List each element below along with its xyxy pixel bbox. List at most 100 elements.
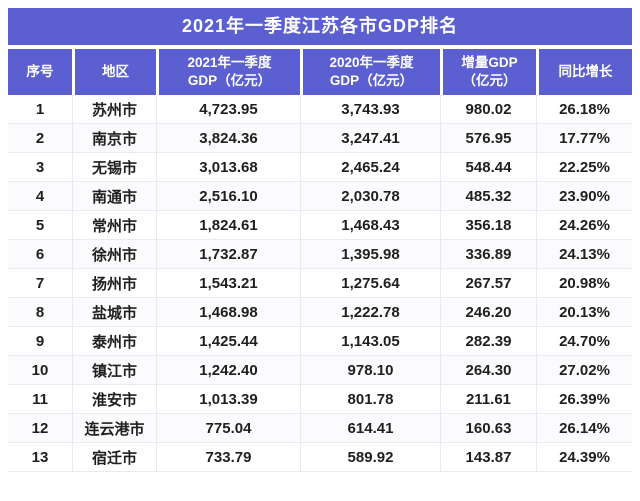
city-cell: 镇江市 [72,356,156,385]
growth-cell: 24.70% [536,327,632,356]
table-row: 9 泰州市 1,425.44 1,143.05 282.39 24.70% [8,327,632,356]
gdp-2020-cell: 1,468.43 [300,211,440,240]
gdp-2021-cell: 733.79 [156,443,300,472]
growth-cell: 26.14% [536,414,632,443]
rank-cell: 5 [8,211,72,240]
gdp-2020-cell: 614.41 [300,414,440,443]
growth-cell: 24.26% [536,211,632,240]
delta-gdp-cell: 264.30 [440,356,536,385]
gdp-2020-cell: 801.78 [300,385,440,414]
growth-cell: 24.13% [536,240,632,269]
rank-cell: 2 [8,124,72,153]
city-cell: 南通市 [72,182,156,211]
delta-gdp-cell: 485.32 [440,182,536,211]
col-header-gdp-2020: 2020年一季度 GDP（亿元） [300,49,440,95]
table-row: 13 宿迁市 733.79 589.92 143.87 24.39% [8,443,632,472]
city-cell: 苏州市 [72,95,156,124]
gdp-2021-cell: 1,425.44 [156,327,300,356]
delta-gdp-cell: 160.63 [440,414,536,443]
city-cell: 泰州市 [72,327,156,356]
gdp-2020-cell: 1,395.98 [300,240,440,269]
gdp-2020-cell: 1,275.64 [300,269,440,298]
city-cell: 南京市 [72,124,156,153]
delta-gdp-cell: 282.39 [440,327,536,356]
gdp-2021-cell: 1,468.98 [156,298,300,327]
gdp-2021-cell: 775.04 [156,414,300,443]
gdp-2021-cell: 4,723.95 [156,95,300,124]
delta-gdp-cell: 336.89 [440,240,536,269]
delta-gdp-cell: 576.95 [440,124,536,153]
table-row: 11 淮安市 1,013.39 801.78 211.61 26.39% [8,385,632,414]
col-header-gdp-2021: 2021年一季度 GDP（亿元） [156,49,300,95]
rank-cell: 3 [8,153,72,182]
page-title: 2021年一季度江苏各市GDP排名 [8,8,632,45]
gdp-2021-cell: 1,543.21 [156,269,300,298]
gdp-2021-cell: 2,516.10 [156,182,300,211]
rank-cell: 7 [8,269,72,298]
growth-cell: 22.25% [536,153,632,182]
table-row: 10 镇江市 1,242.40 978.10 264.30 27.02% [8,356,632,385]
rank-cell: 8 [8,298,72,327]
city-cell: 淮安市 [72,385,156,414]
gdp-table: 序号 地区 2021年一季度 GDP（亿元） 2020年一季度 GDP（亿元） … [8,49,632,472]
gdp-2020-cell: 589.92 [300,443,440,472]
rank-cell: 9 [8,327,72,356]
gdp-2020-cell: 3,743.93 [300,95,440,124]
table-row: 2 南京市 3,824.36 3,247.41 576.95 17.77% [8,124,632,153]
city-cell: 宿迁市 [72,443,156,472]
gdp-2021-cell: 1,732.87 [156,240,300,269]
city-cell: 徐州市 [72,240,156,269]
gdp-2020-cell: 2,030.78 [300,182,440,211]
rank-cell: 10 [8,356,72,385]
delta-gdp-cell: 548.44 [440,153,536,182]
delta-gdp-cell: 246.20 [440,298,536,327]
city-cell: 盐城市 [72,298,156,327]
city-cell: 扬州市 [72,269,156,298]
header-row: 序号 地区 2021年一季度 GDP（亿元） 2020年一季度 GDP（亿元） … [8,49,632,95]
gdp-2020-cell: 2,465.24 [300,153,440,182]
rank-cell: 13 [8,443,72,472]
city-cell: 连云港市 [72,414,156,443]
gdp-2021-cell: 3,013.68 [156,153,300,182]
col-header-delta-gdp: 增量GDP （亿元） [440,49,536,95]
table-row: 6 徐州市 1,732.87 1,395.98 336.89 24.13% [8,240,632,269]
table-row: 5 常州市 1,824.61 1,468.43 356.18 24.26% [8,211,632,240]
col-header-rank: 序号 [8,49,72,95]
rank-cell: 12 [8,414,72,443]
col-header-growth: 同比增长 [536,49,632,95]
delta-gdp-cell: 267.57 [440,269,536,298]
growth-cell: 26.18% [536,95,632,124]
gdp-2020-cell: 1,222.78 [300,298,440,327]
table-row: 7 扬州市 1,543.21 1,275.64 267.57 20.98% [8,269,632,298]
col-header-city: 地区 [72,49,156,95]
rank-cell: 4 [8,182,72,211]
rank-cell: 6 [8,240,72,269]
rank-cell: 1 [8,95,72,124]
gdp-2020-cell: 978.10 [300,356,440,385]
growth-cell: 20.13% [536,298,632,327]
growth-cell: 20.98% [536,269,632,298]
delta-gdp-cell: 980.02 [440,95,536,124]
gdp-2021-cell: 1,824.61 [156,211,300,240]
table-body: 1 苏州市 4,723.95 3,743.93 980.02 26.18% 2 … [8,95,632,472]
growth-cell: 24.39% [536,443,632,472]
delta-gdp-cell: 143.87 [440,443,536,472]
growth-cell: 27.02% [536,356,632,385]
gdp-2021-cell: 1,013.39 [156,385,300,414]
growth-cell: 23.90% [536,182,632,211]
table-row: 8 盐城市 1,468.98 1,222.78 246.20 20.13% [8,298,632,327]
gdp-2020-cell: 1,143.05 [300,327,440,356]
growth-cell: 17.77% [536,124,632,153]
delta-gdp-cell: 356.18 [440,211,536,240]
gdp-2021-cell: 3,824.36 [156,124,300,153]
growth-cell: 26.39% [536,385,632,414]
table-header: 序号 地区 2021年一季度 GDP（亿元） 2020年一季度 GDP（亿元） … [8,49,632,95]
table-row: 1 苏州市 4,723.95 3,743.93 980.02 26.18% [8,95,632,124]
delta-gdp-cell: 211.61 [440,385,536,414]
city-cell: 常州市 [72,211,156,240]
table-row: 3 无锡市 3,013.68 2,465.24 548.44 22.25% [8,153,632,182]
rank-cell: 11 [8,385,72,414]
table-row: 4 南通市 2,516.10 2,030.78 485.32 23.90% [8,182,632,211]
gdp-2020-cell: 3,247.41 [300,124,440,153]
